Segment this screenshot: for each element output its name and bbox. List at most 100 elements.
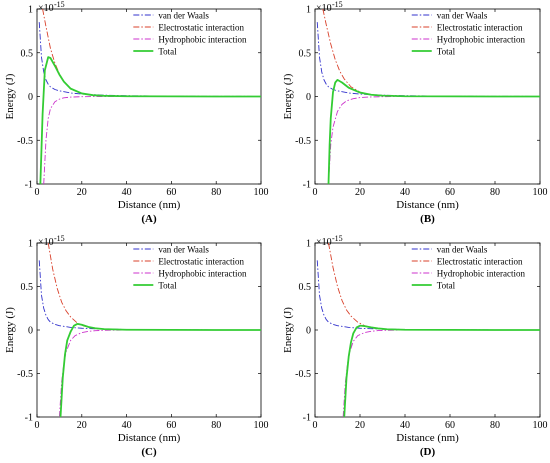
panel-caption: (B): [420, 213, 435, 225]
y-axis-label: Energy (J): [282, 307, 294, 353]
y-tick-label: 0: [28, 326, 33, 337]
x-axis-label: Distance (nm): [118, 432, 181, 444]
legend-label: Hydrophobic interaction: [158, 35, 247, 45]
legend-label: van der Waals: [158, 11, 209, 21]
x-tick-label: 20: [355, 420, 365, 431]
y-axis-label: Energy (J): [4, 307, 16, 353]
x-tick-label: 100: [533, 420, 548, 431]
series-group: [38, 243, 261, 417]
legend-label: Total: [437, 281, 456, 291]
chart-panel-a: 0 20 40 60 80 100 -1 -0.5 0 0.5 1 ×10 -15 Distance (n…: [4, 0, 269, 225]
exponent-power: -15: [54, 0, 65, 9]
y-tick-label: -0.5: [17, 136, 33, 147]
x-tick-label: 20: [77, 187, 87, 198]
exponent-power: -15: [332, 0, 343, 9]
chart-panel-b: 0 20 40 60 80 100 -1 -0.5 0 0.5 1 ×10 -15 Distance (n…: [282, 0, 548, 225]
y-tick-label: 0.5: [21, 282, 34, 293]
panel-caption: (A): [141, 213, 157, 225]
x-tick-label: 80: [211, 420, 221, 431]
y-tick-label: -0.5: [295, 136, 311, 147]
series-line-van-der-waals: [38, 22, 261, 97]
legend-label: Electrostatic interaction: [437, 257, 523, 267]
legend-label: Total: [437, 47, 456, 57]
legend-label: Electrostatic interaction: [158, 257, 244, 267]
exponent-power: -15: [332, 234, 343, 243]
series-line-total: [59, 323, 261, 417]
y-tick-label: 1: [28, 239, 33, 250]
x-tick-label: 0: [35, 420, 40, 431]
y-tick-label: 1: [306, 239, 311, 250]
x-tick-label: 40: [122, 420, 132, 431]
legend-label: van der Waals: [437, 245, 488, 255]
series-line-hydrophobic-interaction: [328, 96, 540, 184]
series-line-electrostatic-interaction: [42, 9, 261, 97]
legend-label: van der Waals: [437, 11, 488, 21]
series-group: [38, 9, 261, 184]
y-axis-label: Energy (J): [282, 73, 294, 119]
series-line-van-der-waals: [316, 22, 540, 97]
y-tick-label: -1: [303, 180, 311, 191]
series-line-hydrophobic-interaction: [43, 96, 261, 184]
legend-label: Electrostatic interaction: [437, 23, 523, 33]
x-tick-label: 0: [313, 420, 318, 431]
y-tick-label: 0.5: [21, 48, 34, 59]
x-tick-label: 60: [166, 187, 176, 198]
series-line-total: [39, 56, 261, 184]
x-tick-label: 20: [355, 187, 365, 198]
x-tick-label: 40: [122, 187, 132, 198]
y-tick-label: 1: [306, 5, 311, 16]
legend-label: Hydrophobic interaction: [437, 35, 526, 45]
legend-label: Total: [158, 281, 177, 291]
y-tick-label: -1: [303, 413, 311, 424]
series-line-hydrophobic-interaction: [342, 329, 540, 417]
exponent-label: ×10: [316, 3, 332, 14]
series-line-hydrophobic-interaction: [58, 329, 261, 417]
y-tick-label: 0: [306, 326, 311, 337]
y-tick-label: -0.5: [17, 369, 33, 380]
series-line-van-der-waals: [38, 260, 261, 331]
x-tick-label: 60: [445, 420, 455, 431]
x-axis-label: Distance (nm): [396, 432, 459, 444]
y-tick-label: 0: [306, 92, 311, 103]
series-group: [316, 9, 540, 184]
y-tick-label: -1: [25, 180, 33, 191]
x-tick-label: 100: [254, 187, 269, 198]
x-tick-label: 80: [490, 187, 500, 198]
y-tick-label: 0.5: [299, 48, 312, 59]
legend-label: Hydrophobic interaction: [437, 269, 526, 279]
x-tick-label: 60: [445, 187, 455, 198]
legend-label: Electrostatic interaction: [158, 23, 244, 33]
legend-label: van der Waals: [158, 245, 209, 255]
chart-panel-d: 0 20 40 60 80 100 -1 -0.5 0 0.5 1 ×10 -15 Distance (n…: [282, 234, 548, 458]
series-line-electrostatic-interaction: [328, 243, 540, 331]
exponent-power: -15: [54, 234, 65, 243]
legend-label: Hydrophobic interaction: [158, 269, 247, 279]
series-line-total: [343, 324, 540, 417]
exponent-label: ×10: [38, 237, 54, 248]
chart-panel-c: 0 20 40 60 80 100 -1 -0.5 0 0.5 1 ×10 -15 Distance (n…: [4, 234, 269, 458]
x-axis-label: Distance (nm): [118, 199, 181, 211]
x-axis-label: Distance (nm): [396, 199, 459, 211]
x-tick-label: 40: [400, 187, 410, 198]
y-tick-label: 1: [28, 5, 33, 16]
x-tick-label: 80: [211, 187, 221, 198]
exponent-label: ×10: [38, 3, 54, 14]
x-tick-label: 60: [166, 420, 176, 431]
series-line-total: [327, 78, 540, 184]
y-tick-label: -0.5: [295, 369, 311, 380]
y-axis-label: Energy (J): [4, 73, 16, 119]
series-group: [316, 243, 540, 417]
series-line-van-der-waals: [316, 260, 540, 331]
exponent-label: ×10: [316, 237, 332, 248]
x-tick-label: 100: [254, 420, 269, 431]
y-tick-label: 0.5: [299, 282, 312, 293]
panel-caption: (D): [420, 446, 436, 458]
x-tick-label: 0: [35, 187, 40, 198]
x-tick-label: 40: [400, 420, 410, 431]
x-tick-label: 20: [77, 420, 87, 431]
x-tick-label: 0: [313, 187, 318, 198]
y-tick-label: 0: [28, 92, 33, 103]
y-tick-label: -1: [25, 413, 33, 424]
panel-caption: (C): [141, 446, 157, 458]
